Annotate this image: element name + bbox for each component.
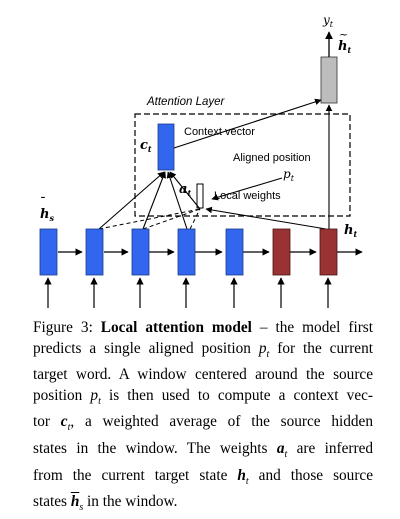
attn-hidden-tilde: ~ [339, 28, 348, 41]
attention-layer-box [134, 113, 351, 217]
attn-hidden-label: ht [338, 39, 351, 55]
target-hidden-label: ht [344, 223, 357, 239]
aligned-position-label: Aligned position [233, 152, 311, 164]
caption-line-2: predicts a single aligned position pt fo… [33, 339, 374, 360]
target-state-1 [272, 228, 291, 276]
caption-title: Local attention model [100, 319, 252, 336]
caption-line-3: target word. A window centered around th… [33, 366, 373, 384]
weights-to-context [169, 171, 201, 210]
source-hidden-bar: ¯ [40, 195, 46, 209]
output-state-box [320, 56, 338, 104]
caption-line-6: states in the window. The weights at are… [33, 440, 374, 461]
source-state-5 [225, 228, 244, 276]
dashed-link-2 [142, 208, 201, 230]
target-state-2 [319, 228, 338, 276]
dashed-link-3 [189, 208, 201, 230]
at-label: at [179, 182, 191, 198]
context-vector-box [157, 123, 175, 171]
local-weights-bar [196, 183, 204, 209]
context-vector-label: Context vector [184, 126, 255, 138]
attention-layer-label: Attention Layer [146, 96, 226, 108]
pt-label: pt [283, 167, 295, 183]
src1-to-context [98, 171, 165, 230]
output-y-label: yt [322, 13, 334, 29]
caption-line-4: position pt is then used to compute a co… [33, 386, 373, 407]
target-to-weights [205, 206, 327, 230]
context-vector-symbol: ct [140, 138, 152, 154]
source-hidden-label: hs [40, 207, 54, 223]
context-to-output [173, 98, 322, 149]
dashed-link-1 [98, 208, 201, 230]
local-attention-diagram: Attention Layer yt ht ~ ct Context vecto… [39, 13, 363, 308]
caption-line-5: tor ct, a weighted average of the source… [33, 413, 373, 434]
src3-to-context [166, 171, 188, 230]
source-state-3 [131, 228, 150, 276]
src2-to-context [142, 171, 166, 230]
source-state-2 [85, 228, 104, 276]
caption-line-1: Figure 3: Local attention model – the mo… [33, 319, 373, 336]
local-weights-label: Local weights [214, 190, 281, 202]
source-state-4 [177, 228, 196, 276]
source-state-1 [39, 228, 58, 276]
caption-line-7: from the current target state ht and tho… [33, 466, 373, 487]
figure-caption: Figure 3: Local attention model – the mo… [33, 318, 373, 519]
caption-line-8: states hs in the window. [33, 493, 178, 514]
pt-arrow [211, 177, 283, 201]
